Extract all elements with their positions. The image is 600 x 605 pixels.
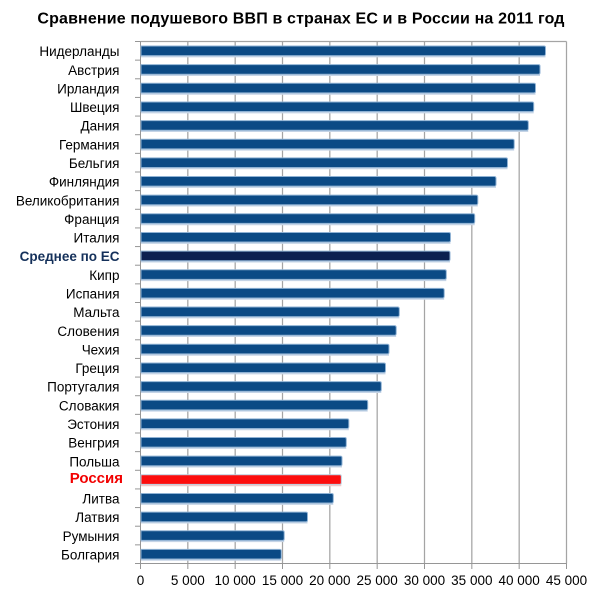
svg-text:Кипр: Кипр — [89, 268, 119, 283]
svg-text:45 000: 45 000 — [546, 573, 587, 588]
svg-text:Латвия: Латвия — [75, 510, 119, 525]
svg-text:35 000: 35 000 — [451, 573, 492, 588]
svg-text:Сравнение подушевого ВВП в стр: Сравнение подушевого ВВП в странах ЕС и … — [37, 11, 564, 28]
svg-text:Финляндия: Финляндия — [49, 175, 120, 190]
svg-text:Испания: Испания — [66, 286, 120, 301]
svg-text:0: 0 — [137, 573, 145, 588]
svg-text:Дания: Дания — [81, 119, 120, 134]
svg-text:Нидерланды: Нидерланды — [39, 44, 119, 59]
svg-text:Венгрия: Венгрия — [68, 436, 119, 451]
svg-text:Мальта: Мальта — [73, 305, 120, 320]
svg-text:Германия: Германия — [59, 137, 120, 152]
svg-text:Португалия: Португалия — [47, 380, 119, 395]
svg-text:15 000: 15 000 — [262, 573, 303, 588]
svg-text:Чехия: Чехия — [82, 342, 120, 357]
svg-text:Польша: Польша — [69, 454, 120, 469]
svg-text:Греция: Греция — [75, 361, 119, 376]
svg-text:10 000: 10 000 — [215, 573, 256, 588]
svg-text:Болгария: Болгария — [61, 547, 119, 562]
svg-text:25 000: 25 000 — [357, 573, 398, 588]
svg-text:30 000: 30 000 — [404, 573, 445, 588]
svg-text:Швеция: Швеция — [70, 100, 120, 115]
svg-text:20 000: 20 000 — [309, 573, 350, 588]
svg-text:Великобритания: Великобритания — [16, 193, 120, 208]
svg-text:Австрия: Австрия — [68, 63, 119, 78]
svg-text:Среднее по ЕС: Среднее по ЕС — [20, 249, 120, 264]
svg-text:Румыния: Румыния — [63, 529, 120, 544]
svg-text:Франция: Франция — [64, 212, 119, 227]
svg-text:Словения: Словения — [57, 324, 119, 339]
svg-text:Россия: Россия — [70, 470, 123, 487]
svg-text:Бельгия: Бельгия — [69, 156, 120, 171]
svg-text:40 000: 40 000 — [499, 573, 540, 588]
svg-text:Литва: Литва — [82, 492, 120, 507]
svg-text:Словакия: Словакия — [59, 398, 120, 413]
svg-text:Ирландия: Ирландия — [57, 81, 119, 96]
svg-text:Эстония: Эстония — [67, 417, 119, 432]
svg-text:Италия: Италия — [74, 231, 120, 246]
svg-text:5 000: 5 000 — [171, 573, 205, 588]
